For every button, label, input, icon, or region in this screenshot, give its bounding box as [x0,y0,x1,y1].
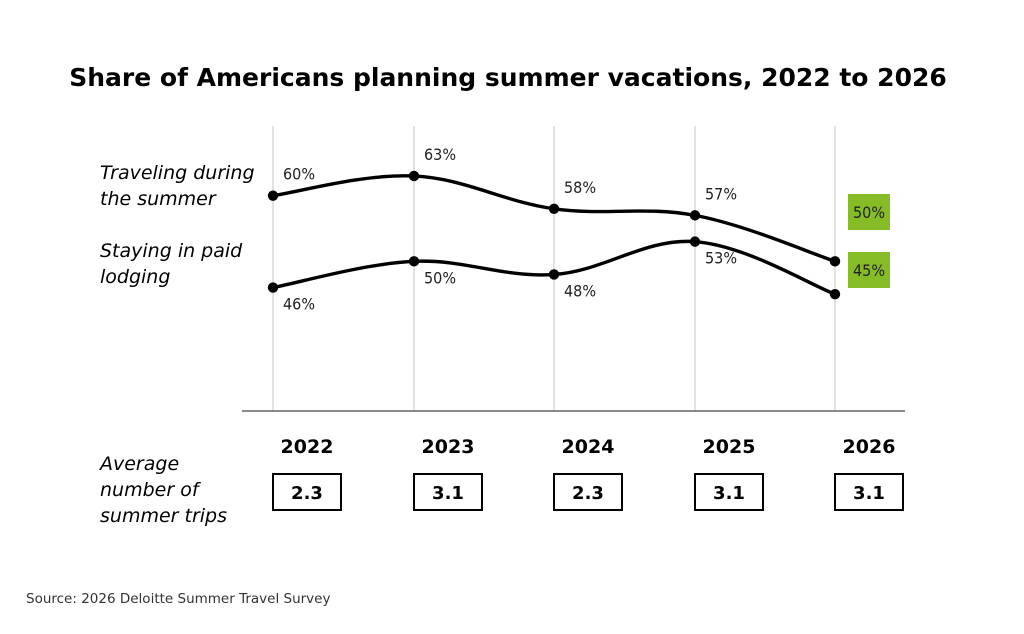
data-label: 46% [283,295,315,314]
trips-label-line: Average [98,453,179,475]
data-point [408,170,420,182]
trip-box [413,473,483,511]
data-label: 48% [564,281,596,300]
data-label: 50% [424,268,456,287]
year-labels: 2022 2023 2024 2025 2026 [281,436,896,458]
series-name-line: lodging [100,266,170,288]
year-label: 2023 [422,436,475,458]
trip-value: 2.3 [572,483,604,504]
chart-title: Share of Americans planning summer vacat… [69,63,947,92]
trip-value: 3.1 [432,483,464,504]
trip-box [694,473,764,511]
trips-row-label: Average number of summer trips [98,453,227,527]
data-point [689,236,701,247]
trip-box [553,473,623,511]
trips-label: Average number of summer trips [98,453,227,527]
series-labels: Traveling during the summer Staying in pai… [100,162,255,288]
trips-label-line: number of [100,479,202,501]
data-point [408,256,420,267]
data-labels: 60% 63% 58% 57% 50% 46% 50% 48% 53% 45% [283,145,890,314]
data-label: 53% [705,249,737,268]
trip-box [834,473,904,511]
year-label: 2022 [281,436,334,458]
data-label: 57% [705,184,737,203]
data-point [829,256,841,267]
data-label: 45% [853,261,885,280]
data-points [267,170,841,300]
trips-label-line: summer trips [100,505,227,527]
series-name-line: Staying in paid [100,240,243,262]
year-label: 2025 [703,436,756,458]
trip-box [272,473,342,511]
trips-boxes: 2.3 3.1 2.3 3.1 3.1 [272,473,904,511]
data-point [689,210,701,221]
data-label: 63% [424,145,456,164]
trip-value: 3.1 [853,483,885,504]
data-point [548,269,560,280]
highlight-box [848,194,890,230]
trip-value: 3.1 [713,483,745,504]
trip-value: 2.3 [291,483,323,504]
data-label: 50% [853,203,885,222]
data-point [267,282,279,293]
data-point [548,203,560,215]
year-label: 2024 [562,436,615,458]
series-name-label: Staying in paid lodging [100,240,243,288]
year-label: 2026 [843,436,896,458]
data-label: 60% [283,165,315,184]
data-point [829,288,841,300]
data-label: 58% [564,178,596,197]
highlight-box [848,252,890,288]
data-point [267,190,279,201]
source-note: Source: 2026 Deloitte Summer Travel Surv… [26,591,330,607]
series-name-line: the summer [100,188,217,210]
series-name-label: Traveling during the summer [100,162,255,210]
series-name-line: Traveling during [100,162,255,184]
